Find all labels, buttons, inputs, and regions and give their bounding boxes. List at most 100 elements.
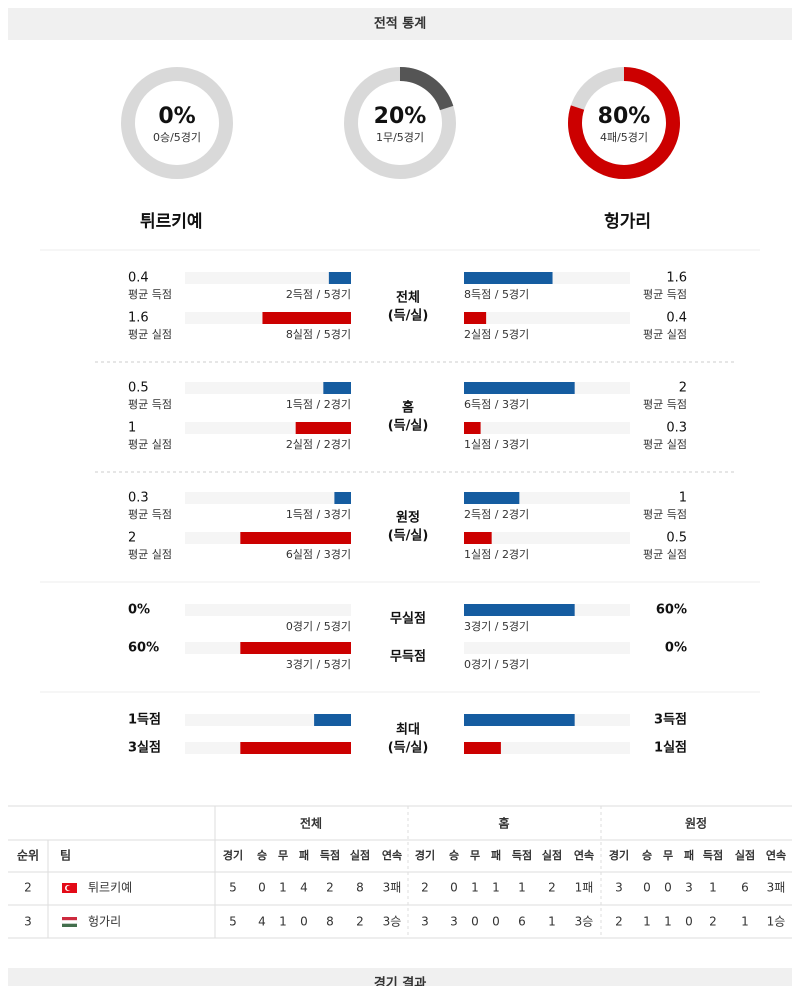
- stat-value: 1실점: [654, 740, 687, 756]
- donut-sub: 1무/5경기: [376, 131, 424, 144]
- donut-arc: [344, 67, 456, 179]
- rank: 2: [24, 881, 32, 895]
- stat-value: 60%: [656, 603, 687, 618]
- stat-cell: 1: [492, 881, 500, 895]
- section-label: (득/실): [388, 740, 429, 756]
- stat-value: 1득점: [128, 713, 161, 728]
- stat-cell: 0: [492, 915, 500, 929]
- stat-caption: 평균 득점: [643, 508, 687, 521]
- bar: [262, 312, 351, 324]
- stat-cell: 2: [615, 915, 623, 929]
- stat-caption: 평균 실점: [643, 328, 687, 341]
- stat-value: 0.5: [666, 531, 687, 546]
- column-head: 패: [299, 848, 309, 862]
- column-head: 득점: [320, 848, 340, 862]
- stat-cell: 8: [326, 915, 334, 929]
- stat-cell: 4: [258, 915, 266, 929]
- bar: [464, 272, 553, 284]
- stat-detail: 1실점 / 2경기: [464, 548, 529, 561]
- header-title: 전적 통계: [374, 16, 426, 32]
- stat-value: 3실점: [128, 740, 161, 756]
- stat-value: 0%: [665, 641, 687, 656]
- stat-value: 0.3: [666, 421, 687, 436]
- stat-cell: 0: [450, 881, 458, 895]
- column-head: 패: [684, 848, 694, 862]
- donut-arc: [568, 67, 680, 179]
- stat-value: 60%: [128, 641, 159, 656]
- stat-cell: 0: [643, 881, 651, 895]
- group-head: 홈: [498, 816, 509, 831]
- stat-detail: 1실점 / 3경기: [464, 438, 529, 451]
- stat-value: 3득점: [654, 713, 687, 728]
- bar: [314, 714, 351, 726]
- group-head: 원정: [685, 816, 707, 831]
- bar-track: [464, 312, 630, 324]
- stat-cell: 0: [258, 881, 266, 895]
- stat-value: 1.6: [666, 271, 687, 286]
- bar: [464, 312, 487, 324]
- column-head: 연속: [382, 848, 402, 862]
- stat-cell: 3패: [383, 881, 402, 895]
- team: 튀르키예: [88, 881, 132, 895]
- stat-cell: 1: [279, 915, 287, 929]
- stat-value: 2: [679, 381, 687, 396]
- stat-caption: 평균 득점: [643, 288, 687, 301]
- section-label: 홈: [402, 400, 414, 416]
- stat-cell: 1패: [575, 881, 594, 895]
- stat-caption: 평균 실점: [643, 438, 687, 451]
- table-head: 팀: [60, 849, 71, 863]
- stat-caption: 평균 실점: [128, 438, 172, 451]
- stat-cell: 2: [548, 881, 556, 895]
- stat-detail: 3경기 / 5경기: [286, 658, 351, 671]
- column-head: 득점: [703, 848, 723, 862]
- bar-track: [464, 422, 630, 434]
- stat-detail: 2실점 / 2경기: [286, 438, 351, 451]
- stat-detail: 6득점 / 3경기: [464, 398, 529, 411]
- stat-cell: 3승: [575, 915, 594, 929]
- bar-track: [185, 382, 351, 394]
- stat-cell: 1승: [767, 915, 786, 929]
- stat-cell: 6: [741, 881, 749, 895]
- stat-value: 0%: [128, 603, 150, 618]
- stat-cell: 2: [326, 881, 334, 895]
- bar-track: [464, 742, 630, 754]
- stat-cell: 1: [471, 881, 479, 895]
- column-head: 실점: [350, 848, 370, 862]
- stat-cell: 3패: [767, 881, 786, 895]
- stat-cell: 3: [685, 881, 693, 895]
- bar: [464, 422, 481, 434]
- stat-value: 0.5: [128, 381, 149, 396]
- stat-cell: 1: [643, 915, 651, 929]
- stat-cell: 1: [741, 915, 749, 929]
- bar: [464, 604, 575, 616]
- team: 헝가리: [88, 915, 121, 929]
- stat-value: 1.6: [128, 311, 149, 326]
- flag: [62, 917, 77, 921]
- bar: [240, 642, 351, 654]
- stat-detail: 1득점 / 2경기: [286, 398, 351, 411]
- stat-cell: 8: [356, 881, 364, 895]
- bar: [240, 742, 351, 754]
- bar-track: [185, 492, 351, 504]
- stat-value: 0.4: [128, 271, 149, 286]
- stat-cell: 0: [664, 881, 672, 895]
- donut-sub: 0승/5경기: [153, 131, 201, 144]
- bar: [464, 742, 501, 754]
- section-label: 전체: [396, 290, 420, 306]
- section-label: 원정: [396, 510, 420, 526]
- stat-cell: 1: [518, 881, 526, 895]
- bar-track: [185, 272, 351, 284]
- team-name: 헝가리: [604, 211, 651, 232]
- stat-cell: 1: [279, 881, 287, 895]
- bar: [464, 532, 492, 544]
- donut-label: 20%: [374, 104, 427, 129]
- header-bar: [8, 8, 792, 40]
- stat-detail: 2득점 / 2경기: [464, 508, 529, 521]
- section-label: 최대: [396, 723, 420, 738]
- stat-cell: 1: [664, 915, 672, 929]
- bar: [295, 422, 351, 434]
- stat-cell: 1: [709, 881, 717, 895]
- bar: [323, 382, 351, 394]
